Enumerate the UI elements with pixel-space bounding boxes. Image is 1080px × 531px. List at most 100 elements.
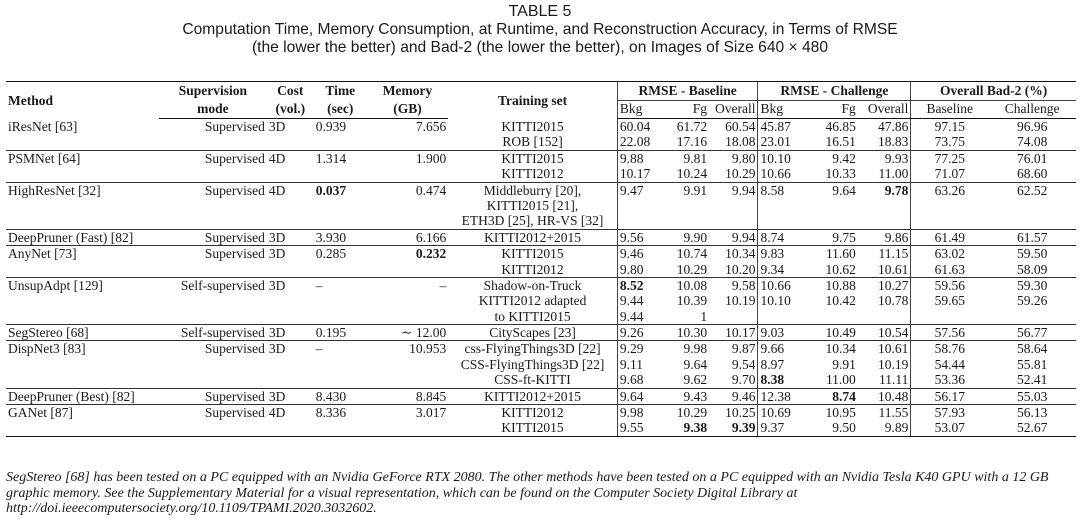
cell-bb: 8.52 [617, 277, 664, 293]
table-row: GANet [87] Supervised 4D 8.336 3.017 KITTI201… [6, 405, 1076, 421]
cell-time [314, 357, 367, 372]
cell-train: Middleburry [20], [448, 182, 617, 198]
cell-co [858, 309, 911, 325]
cell-method: AnyNet [73] [6, 246, 159, 262]
cell-cf: 10.62 [809, 262, 858, 278]
cell-b2c: 56.77 [988, 325, 1076, 341]
cell-b2b: 56.17 [911, 388, 988, 404]
cell-method [6, 134, 159, 150]
cell-train: KITTI2012 [448, 262, 617, 278]
cell-b2b: 63.26 [911, 182, 988, 198]
table-row: PSMNet [64] Supervised 4D 1.314 1.900 KITTI20… [6, 150, 1076, 166]
cell-co: 9.93 [858, 150, 911, 166]
cell-co: 9.86 [858, 229, 911, 245]
cell-mem [367, 309, 449, 325]
cell-b2c: 55.03 [988, 388, 1076, 404]
table-row: CSS-FlyingThings3D [22] 9.11 9.64 9.54 8.97 9… [6, 357, 1076, 372]
cell-bf: 61.72 [664, 119, 709, 135]
cell-mem: 1.900 [367, 150, 449, 166]
cell-b2c [988, 309, 1076, 325]
cell-bf [664, 213, 709, 229]
cell-cb: 10.10 [758, 293, 809, 308]
cell-mem: 0.232 [367, 246, 449, 262]
cell-method [6, 262, 159, 278]
cell-time [314, 198, 367, 213]
cell-train: css-FlyingThings3D [22] [448, 341, 617, 357]
cell-cb [758, 198, 809, 213]
cell-time: – [314, 341, 367, 357]
caption-line-1: Computation Time, Memory Consumption, at… [0, 21, 1080, 39]
cell-bf: 9.98 [664, 341, 709, 357]
cell-bb: 9.46 [617, 246, 664, 262]
col-overall-c: Overall [858, 101, 911, 119]
cell-cb: 8.74 [758, 229, 809, 245]
cell-cf: 9.91 [809, 357, 858, 372]
cell-bf: 9.38 [664, 420, 709, 436]
cell-b2b: 73.75 [911, 134, 988, 150]
cell-sup: Self-supervised [159, 325, 267, 341]
cell-cf: 10.33 [809, 166, 858, 182]
cell-bo [709, 213, 758, 229]
cell-b2c: 52.67 [988, 420, 1076, 436]
col-time-2: (sec) [314, 101, 367, 119]
cell-train: KITTI2012 adapted [448, 293, 617, 308]
cell-mem [367, 357, 449, 372]
cell-time: – [314, 277, 367, 293]
cell-bb: 9.44 [617, 309, 664, 325]
cell-sup: Supervised [159, 119, 267, 135]
cell-co: 11.15 [858, 246, 911, 262]
cell-b2c [988, 198, 1076, 213]
cell-b2b: 57.56 [911, 325, 988, 341]
cell-method: SegStereo [68] [6, 325, 159, 341]
cell-co [858, 198, 911, 213]
cell-bo: 9.39 [709, 420, 758, 436]
cell-train: KITTI2015 [448, 246, 617, 262]
cell-co: 10.61 [858, 341, 911, 357]
table-row: KITTI2012 10.17 10.24 10.29 10.66 10.33 11.00 7… [6, 166, 1076, 182]
cell-method: DispNet3 [83] [6, 341, 159, 357]
cell-method: PSMNet [64] [6, 150, 159, 166]
cell-cb: 10.69 [758, 405, 809, 421]
cell-mem [367, 134, 449, 150]
cell-bb: 9.64 [617, 388, 664, 404]
cell-sup [159, 309, 267, 325]
cell-cost: 4D [267, 182, 314, 198]
table-row: HighResNet [32] Supervised 4D 0.037 0.474 Mid… [6, 182, 1076, 198]
cell-time: 1.314 [314, 150, 367, 166]
cell-train: CityScapes [23] [448, 325, 617, 341]
cell-co: 47.86 [858, 119, 911, 135]
cell-bb: 9.29 [617, 341, 664, 357]
cell-cf: 11.00 [809, 372, 858, 388]
cell-mem [367, 293, 449, 308]
cell-bb: 22.08 [617, 134, 664, 150]
cell-bb: 9.80 [617, 262, 664, 278]
cell-sup [159, 357, 267, 372]
cell-b2c: 58.09 [988, 262, 1076, 278]
col-memory: Memory [367, 82, 449, 101]
cell-method [6, 420, 159, 436]
cell-cost [267, 420, 314, 436]
col-time: Time [314, 82, 367, 101]
cell-sup [159, 372, 267, 388]
col-bad2: Overall Bad-2 (%) [911, 82, 1076, 101]
table-row: DispNet3 [83] Supervised 3D –10.953 css-Flyi… [6, 341, 1076, 357]
table-label: TABLE 5 [0, 3, 1080, 21]
cell-b2c: 74.08 [988, 134, 1076, 150]
cell-b2c: 58.64 [988, 341, 1076, 357]
cell-b2b: 77.25 [911, 150, 988, 166]
table-row: KITTI2012 adapted 9.44 10.39 10.19 10.10 10.4… [6, 293, 1076, 308]
cell-method [6, 213, 159, 229]
cell-bo: 18.08 [709, 134, 758, 150]
cell-b2c: 61.57 [988, 229, 1076, 245]
footnote: SegStereo [68] has been tested on a PC e… [6, 470, 1076, 517]
cell-sup: Supervised [159, 341, 267, 357]
cell-b2b: 61.63 [911, 262, 988, 278]
cell-cost [267, 372, 314, 388]
cell-cf: 9.64 [809, 182, 858, 198]
table-row: ROB [152] 22.08 17.16 18.08 23.01 16.51 18.83 7… [6, 134, 1076, 150]
cell-bo: 9.70 [709, 372, 758, 388]
cell-time [314, 262, 367, 278]
cell-time: 0.939 [314, 119, 367, 135]
cell-method [6, 198, 159, 213]
table-row: KITTI2015 [21], [6, 198, 1076, 213]
